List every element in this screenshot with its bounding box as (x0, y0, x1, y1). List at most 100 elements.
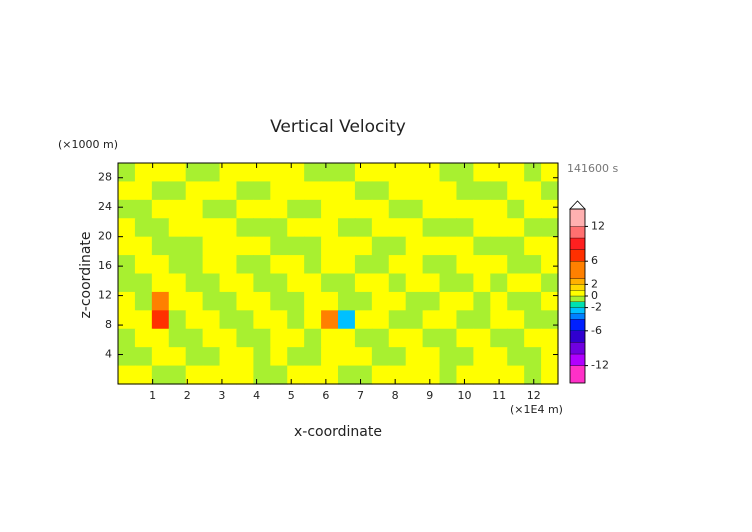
field-cell (270, 255, 288, 275)
field-cell (388, 236, 407, 256)
field-cell (405, 181, 424, 201)
field-cell (185, 291, 204, 311)
field-cell (321, 181, 339, 201)
field-cell (456, 291, 474, 311)
field-cell (185, 199, 204, 219)
field-cell (439, 365, 458, 385)
field-cell (219, 218, 238, 238)
field-cell (422, 236, 441, 256)
field-cell (134, 310, 153, 330)
field-cell (541, 163, 559, 183)
field-cell (270, 310, 288, 330)
field-cell (388, 163, 407, 183)
colorbar-segment (569, 295, 586, 302)
field-cell (118, 328, 136, 348)
field-cell (168, 181, 187, 201)
field-cell (507, 347, 525, 367)
field-cell (304, 273, 322, 293)
field-cell (473, 347, 491, 367)
x-tick-label: 3 (218, 389, 225, 402)
field-cell (473, 163, 491, 183)
field-cell (405, 328, 424, 348)
field-cell (354, 291, 373, 311)
field-cell (151, 310, 170, 330)
field-cell (236, 218, 254, 238)
field-cell (253, 236, 271, 256)
field-cell (134, 347, 153, 367)
field-cell (371, 310, 390, 330)
field-cell (524, 163, 542, 183)
field-cell (253, 255, 271, 275)
field-cell (118, 291, 136, 311)
field-cell (304, 291, 322, 311)
field-cell (185, 163, 204, 183)
field-cell (118, 218, 136, 238)
field-cell (405, 218, 424, 238)
field-cell (202, 218, 221, 238)
field-cell (541, 255, 559, 275)
field-cell (354, 163, 373, 183)
field-cell (456, 236, 474, 256)
field-cell (405, 163, 424, 183)
field-cell (338, 347, 356, 367)
field-cell (151, 347, 170, 367)
colorbar-segment (569, 290, 586, 297)
field-cell (524, 218, 542, 238)
y-unit: (×1000 m) (58, 138, 118, 151)
field-cell (304, 255, 322, 275)
field-cell (354, 199, 373, 219)
field-cell (134, 328, 153, 348)
field-cell (422, 218, 441, 238)
field-cell (185, 347, 204, 367)
field-cell (321, 163, 339, 183)
field-cell (439, 181, 458, 201)
field-cell (456, 310, 474, 330)
field-cell (151, 273, 170, 293)
x-tick-label: 5 (288, 389, 295, 402)
field-cell (202, 163, 221, 183)
colorbar-segment (569, 301, 586, 308)
field-cell (490, 328, 508, 348)
x-tick-label: 10 (457, 389, 471, 402)
field-cell (422, 310, 441, 330)
field-cell (185, 310, 204, 330)
field-cell (507, 236, 525, 256)
field-cell (321, 291, 339, 311)
field-cell (507, 181, 525, 201)
y-tick-label: 16 (98, 259, 112, 272)
colorbar-segment (569, 261, 586, 279)
colorbar-segment (569, 342, 586, 355)
field-cell (151, 218, 170, 238)
y-tick-label: 4 (105, 348, 112, 361)
field-cell (405, 291, 424, 311)
field-cell (439, 218, 458, 238)
field-cell (524, 273, 542, 293)
y-axis-label: z-coordinate (78, 231, 94, 318)
field-cell (219, 236, 238, 256)
field-cell (118, 199, 136, 219)
field-cell (490, 273, 508, 293)
field-cell (253, 218, 271, 238)
y-tick-label: 12 (98, 289, 112, 302)
field-cell (287, 255, 305, 275)
field-cell (185, 218, 204, 238)
field-cell (236, 273, 254, 293)
field-cell (270, 163, 288, 183)
field-cell (202, 347, 221, 367)
field-cell (287, 181, 305, 201)
field-cell (338, 328, 356, 348)
field-cell (541, 236, 559, 256)
field-cell (270, 236, 288, 256)
field-cell (134, 255, 153, 275)
field-cell (338, 273, 356, 293)
colorbar-segment (569, 330, 586, 343)
field-cell (287, 365, 305, 385)
field-cell (473, 236, 491, 256)
colorbar-segment (569, 307, 586, 314)
field-cell (151, 163, 170, 183)
field-cell (371, 291, 390, 311)
field-cell (473, 328, 491, 348)
field-cell (321, 255, 339, 275)
field-cell (541, 365, 559, 385)
field-cell (439, 273, 458, 293)
